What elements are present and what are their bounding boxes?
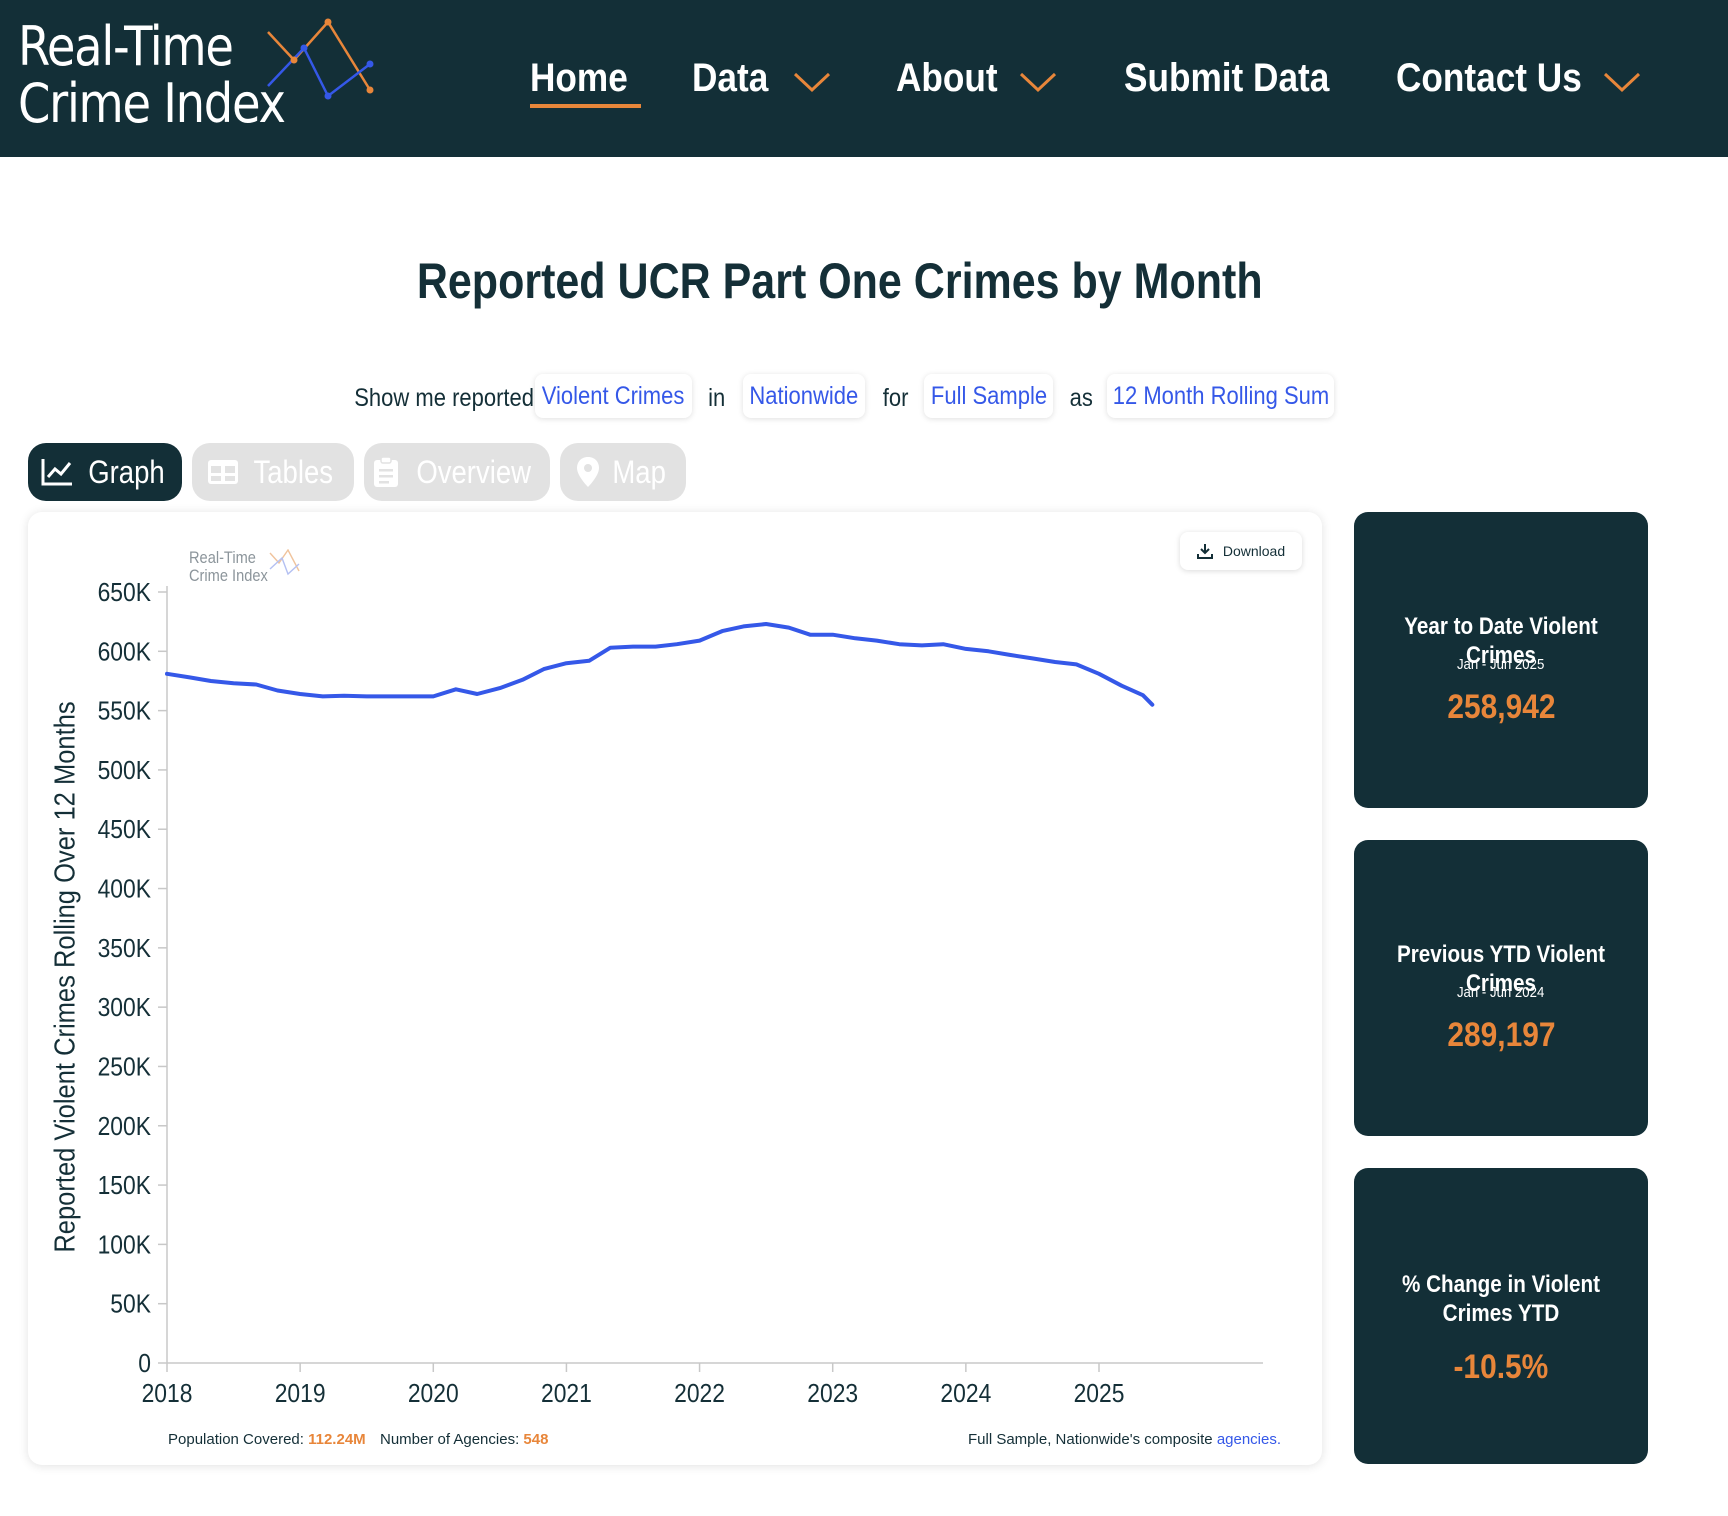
watermark-logo-icon [269, 549, 300, 576]
stat-card-percent-change: % Change in Violent Crimes YTD -10.5% [1354, 1168, 1648, 1464]
x-tick-label: 2020 [408, 1380, 459, 1409]
line-chart: 0 50K 100K 150K 200K 250K 300K 350K 400K 450K 500K… [98, 579, 1263, 1409]
selector-word-for: for [882, 384, 909, 412]
y-tick-label: 600K [98, 638, 152, 667]
logo-line-2: Crime Index [18, 72, 286, 135]
x-tick-label: 2023 [807, 1380, 858, 1409]
crime-type-select[interactable]: Violent Crimes [535, 374, 692, 418]
x-tick-label: 2022 [674, 1380, 725, 1409]
stat-title: Previous YTD Violent Crimes [1396, 941, 1605, 997]
stat-card-previous-ytd: Previous YTD Violent Crimes Jan - Jun 20… [1354, 840, 1648, 1136]
nav-home[interactable]: Home [530, 50, 642, 108]
chart-watermark: Real-Time Crime Index [189, 549, 319, 589]
tab-map[interactable]: Map [560, 443, 686, 501]
nav-contact-us[interactable]: Contact Us [1396, 50, 1641, 106]
y-tick-label: 200K [98, 1112, 152, 1141]
y-tick-label: 100K [98, 1231, 152, 1260]
data-selector: Show me reported Violent Crimes in Natio… [0, 374, 1728, 420]
selector-word-in: in [708, 384, 726, 412]
stat-card-ytd: Year to Date Violent Crimes Jan - Jun 20… [1354, 512, 1648, 808]
y-tick-label: 250K [98, 1053, 152, 1082]
nav-submit-data[interactable]: Submit Data [1124, 55, 1330, 100]
agencies-link[interactable]: agencies. [1216, 1431, 1282, 1448]
chevron-down-icon [1603, 72, 1641, 93]
y-tick-label: 50K [110, 1290, 151, 1319]
download-button[interactable]: Download [1180, 532, 1302, 570]
y-tick-label: 450K [98, 816, 152, 845]
download-icon [1196, 544, 1213, 559]
y-tick-label: 0 [138, 1350, 151, 1379]
clipboard-icon [374, 456, 399, 487]
x-axis: 2018 2019 2020 2021 2022 2023 2024 2025 [142, 1362, 1263, 1409]
tab-graph[interactable]: Graph [28, 443, 182, 501]
x-tick-label: 2021 [541, 1380, 592, 1409]
site-header: Real-Time Crime Index Home Data About Su… [0, 0, 1728, 157]
measure-select[interactable]: 12 Month Rolling Sum [1107, 374, 1334, 418]
site-logo[interactable]: Real-Time Crime Index [18, 18, 418, 143]
page-title: Reported UCR Part One Crimes by Month [417, 253, 1263, 309]
logo-text: Real-Time Crime Index [18, 15, 286, 135]
y-axis: 0 50K 100K 150K 200K 250K 300K 350K 400K 450K 500K… [98, 579, 168, 1379]
selector-word-as: as [1069, 384, 1093, 412]
population-value: 112.24M [308, 1431, 366, 1448]
logo-mark-icon [267, 18, 374, 100]
stat-title: % Change in Violent Crimes YTD [1401, 1271, 1601, 1327]
stat-value: 258,942 [1446, 688, 1556, 726]
logo-line-1: Real-Time [18, 15, 234, 78]
watermark-line-1: Real-Time [189, 548, 256, 567]
stat-value: 289,197 [1446, 1016, 1556, 1054]
composite-note: Full Sample, Nationwide's composite agen… [968, 1431, 1282, 1448]
y-tick-label: 500K [98, 757, 152, 786]
number-of-agencies: Number of Agencies: 548 [380, 1431, 549, 1448]
y-tick-label: 350K [98, 935, 152, 964]
y-axis-title: Reported Violent Crimes Rolling Over 12 … [49, 701, 82, 1253]
table-icon [207, 460, 238, 484]
nav-about[interactable]: About [896, 50, 1057, 106]
y-tick-label: 650K [98, 579, 152, 608]
chart-line-icon [41, 459, 72, 486]
series-line [165, 622, 1155, 707]
download-label: Download [1222, 543, 1286, 559]
chevron-down-icon [1019, 72, 1057, 93]
x-tick-label: 2025 [1074, 1380, 1125, 1409]
y-tick-label: 150K [98, 1172, 152, 1201]
chart-panel [28, 512, 1322, 1465]
nav-data[interactable]: Data [692, 50, 831, 106]
stat-title: Year to Date Violent Crimes [1404, 613, 1598, 669]
y-tick-label: 550K [98, 697, 152, 726]
stat-value: -10.5% [1453, 1348, 1549, 1386]
selector-prefix: Show me reported [354, 384, 535, 412]
tab-tables[interactable]: Tables [192, 443, 354, 501]
population-covered: Population Covered: 112.24M [168, 1431, 366, 1448]
map-pin-icon [576, 457, 599, 487]
y-tick-label: 400K [98, 875, 152, 904]
stat-period: Jan - Jun 2025 [1457, 656, 1545, 673]
agencies-value: 548 [523, 1431, 549, 1448]
sample-select[interactable]: Full Sample [924, 374, 1053, 418]
y-tick-label: 300K [98, 994, 152, 1023]
chevron-down-icon [793, 72, 831, 93]
chart-series [165, 622, 1155, 707]
stat-period: Jan - Jun 2024 [1457, 984, 1545, 1001]
x-tick-label: 2024 [940, 1380, 991, 1409]
tab-overview[interactable]: Overview [364, 443, 550, 501]
x-tick-label: 2019 [275, 1380, 326, 1409]
region-select[interactable]: Nationwide [743, 374, 865, 418]
x-tick-label: 2018 [142, 1380, 193, 1409]
watermark-line-2: Crime Index [189, 566, 268, 585]
